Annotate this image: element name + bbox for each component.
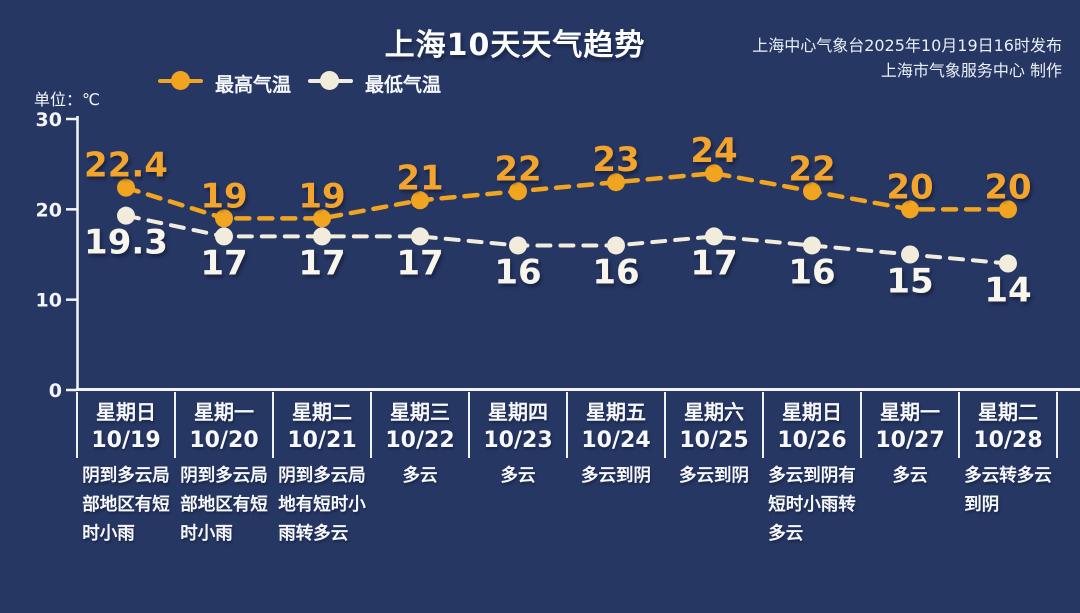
weekday-label: 星期二 [292,400,352,424]
high-temp-point [803,182,821,201]
weekday-label: 星期一 [194,400,254,424]
low-temp-point [509,236,527,255]
high-temp-value: 22 [494,149,541,189]
weather-desc: 多云到阴 [581,466,651,486]
weather-desc: 多云 [500,466,536,486]
high-temp-line [123,170,1011,221]
y-tick-label: 0 [49,380,62,402]
low-temp-point [215,227,233,246]
low-temp-point [607,236,625,255]
date-label: 10/27 [875,428,945,453]
date-label: 10/21 [287,428,357,453]
day-column: 星期三 10/22 多云 [371,398,469,491]
weekday-label: 星期日 [782,400,842,424]
low-temp-value: 17 [690,243,737,283]
day-column: 星期二 10/28 多云转多云 到阴 [959,398,1057,520]
source-info: 上海中心气象台2025年10月19日16时发布 上海市气象服务中心 制作 [752,33,1062,83]
unit-label: 单位：℃ [34,90,100,109]
low-temp-point [999,254,1017,273]
high-temp-point [705,164,723,183]
low-temp-line [124,213,1010,266]
low-temp-point [117,206,135,225]
day-column: 星期四 10/23 多云 [469,398,567,491]
y-tick-label: 20 [36,199,62,221]
high-temp-value: 22 [788,149,835,189]
high-temp-point [509,182,527,201]
page-title: 上海10天天气趋势 [384,28,646,63]
day-column: 星期五 10/24 多云到阴 [567,398,665,491]
day-column: 星期六 10/25 多云到阴 [665,398,763,491]
low-temp-value: 15 [886,262,933,302]
date-label: 10/24 [581,428,651,453]
day-column: 星期日 10/26 多云到阴有 短时小雨转 多云 [763,398,861,549]
high-temp-value: 22.4 [84,146,168,186]
high-temp-value: 23 [592,140,639,180]
low-temp-point [705,227,723,246]
date-label: 10/19 [91,428,161,453]
legend-label-low-temp: 最低气温 [365,74,442,96]
weekday-label: 星期二 [978,400,1038,424]
high-temp-value: 20 [886,167,933,207]
low-temp-value: 16 [494,252,541,292]
low-temp-value: 14 [984,271,1031,311]
weekday-label: 星期四 [488,400,548,424]
high-temp-point [117,178,135,197]
low-temp-value: 17 [200,243,247,283]
low-temp-point [313,227,331,246]
legend-label-high-temp: 最高气温 [215,74,292,96]
date-label: 10/26 [777,428,847,453]
weather-desc: 多云到阴 [679,466,749,486]
high-temp-point [215,209,233,228]
low-temp-value: 19.3 [84,223,168,263]
weather-desc: 多云 [402,466,438,486]
day-column: 星期一 10/20 阴到多云局 部地区有短 时小雨 [175,398,273,549]
source-line-1: 上海中心气象台2025年10月19日16时发布 [752,36,1062,55]
low-temp-point [901,245,919,264]
high-temp-value: 19 [298,176,345,216]
weather-desc: 阴到多云局 地有短时小 雨转多云 [278,466,366,544]
high-temp-point [607,173,625,192]
low-temp-value: 17 [396,243,443,283]
date-label: 10/20 [189,428,259,453]
y-tick-label: 10 [36,290,62,312]
low-temp-value: 16 [788,252,835,292]
high-temp-point [901,200,919,219]
high-temp-value: 24 [690,131,737,171]
weather-desc: 阴到多云局 部地区有短 时小雨 [82,466,170,544]
high-temp-point [411,191,429,210]
low-temp-value: 17 [298,243,345,283]
high-temp-dot-icon [171,71,190,90]
source-line-2: 上海市气象服务中心 制作 [880,61,1062,80]
day-column: 星期日 10/19 阴到多云局 部地区有短 时小雨 [77,398,175,549]
high-temp-value: 20 [984,167,1031,207]
high-temp-point [999,200,1017,219]
day-column: 星期二 10/21 阴到多云局 地有短时小 雨转多云 [273,398,371,549]
weekday-label: 星期六 [684,400,744,424]
high-temp-point [313,209,331,228]
date-label: 10/25 [679,428,749,453]
weekday-label: 星期日 [96,400,156,424]
weather-desc: 多云 [892,466,928,486]
weather-desc: 阴到多云局 部地区有短 时小雨 [180,466,268,544]
low-temp-point [411,227,429,246]
low-temp-value: 16 [592,252,639,292]
weekday-label: 星期三 [390,400,450,424]
weather-desc: 多云转多云 到阴 [964,466,1052,515]
date-label: 10/28 [973,428,1043,453]
weekday-label: 星期五 [586,400,646,424]
high-temp-value: 21 [396,158,443,198]
day-column: 星期一 10/27 多云 [861,398,959,491]
high-temp-value: 19 [200,176,247,216]
weather-desc: 多云到阴有 短时小雨转 多云 [768,466,856,544]
low-temp-dot-icon [320,71,339,90]
y-tick-label: 30 [36,109,62,131]
low-temp-point [803,236,821,255]
weekday-label: 星期一 [880,400,940,424]
date-label: 10/22 [385,428,455,453]
date-label: 10/23 [483,428,553,453]
